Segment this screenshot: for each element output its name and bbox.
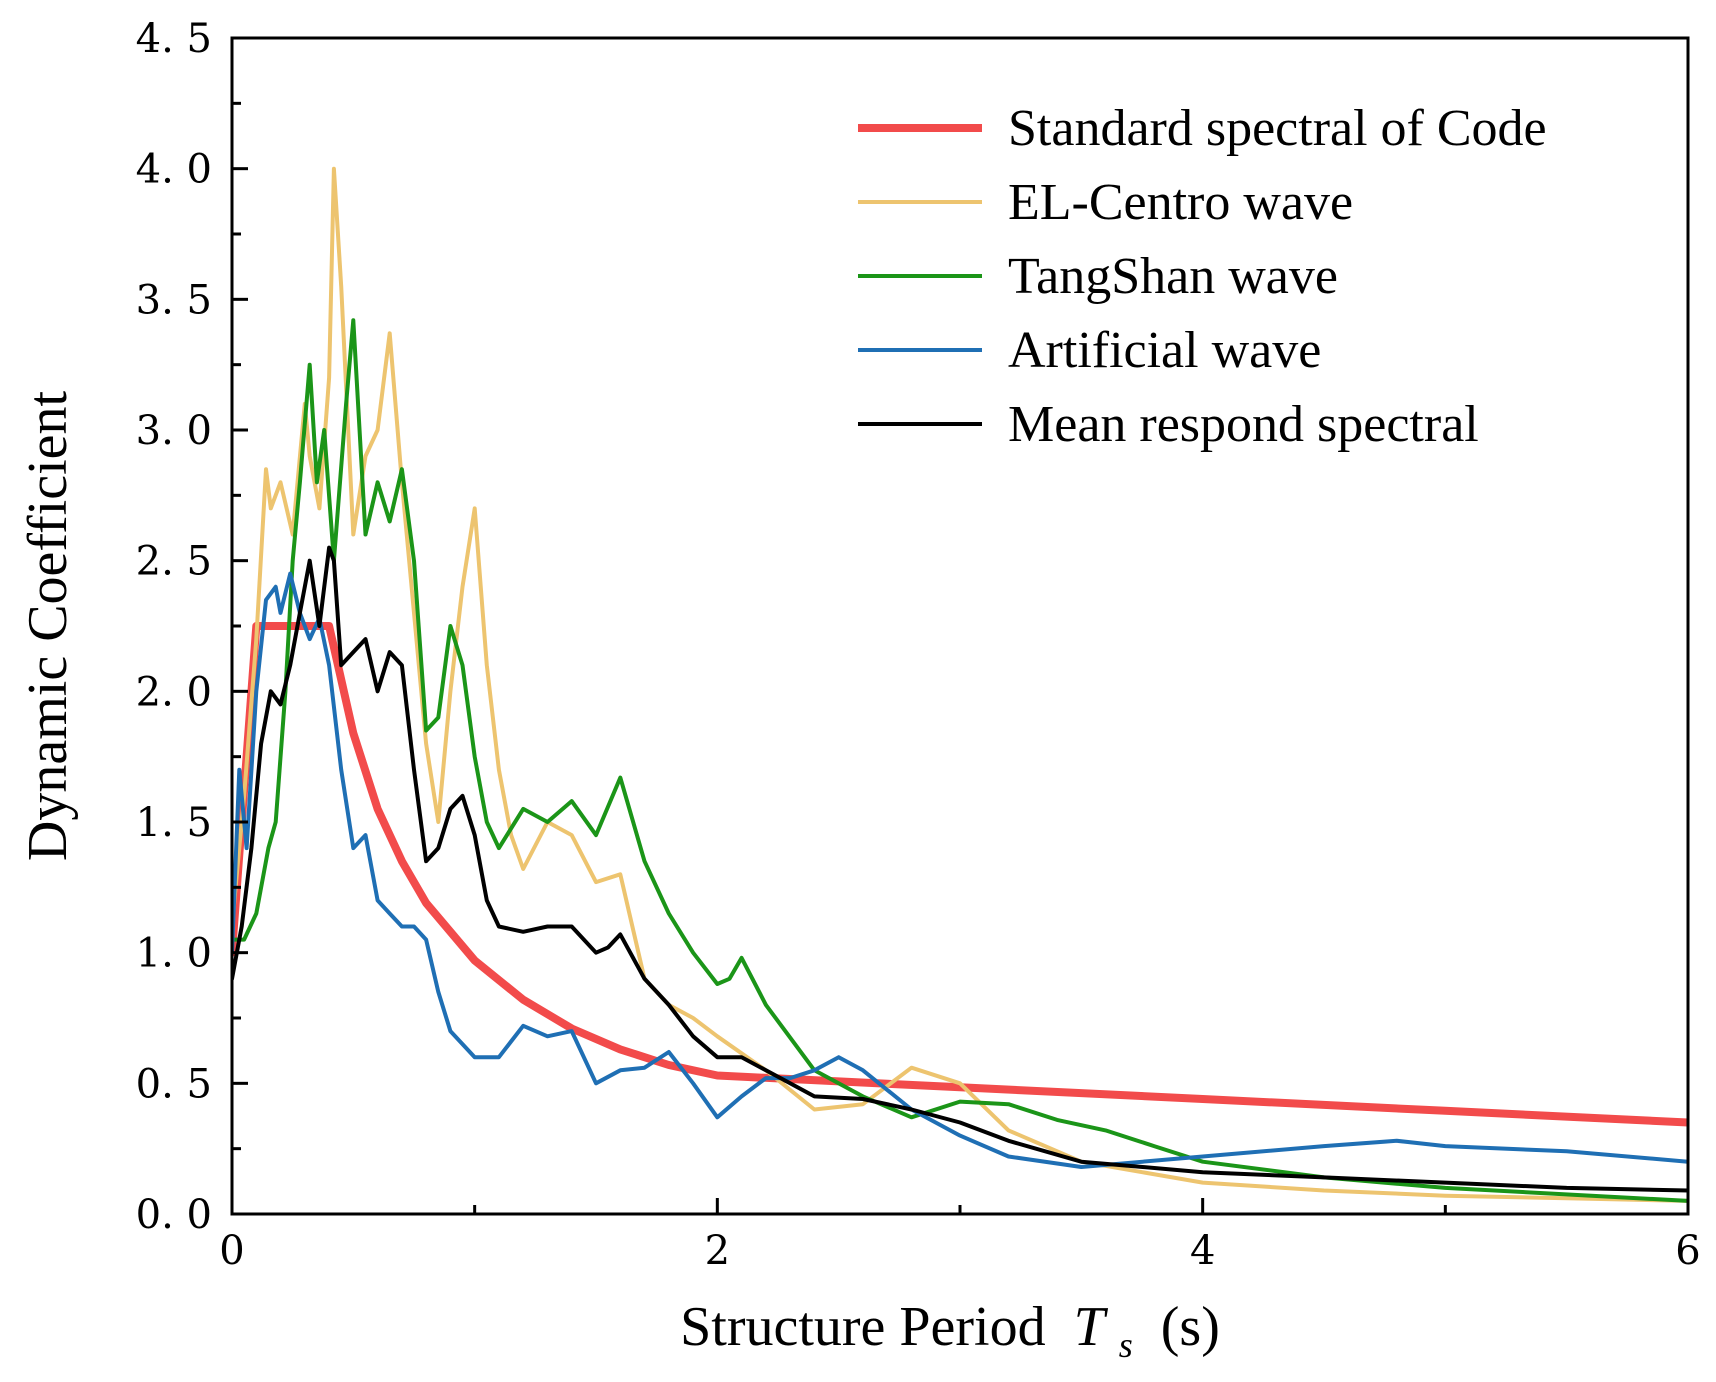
y-tick-label: 1. 5 — [136, 800, 212, 846]
y-tick-label: 4. 5 — [136, 16, 212, 62]
legend-label-0: Standard spectral of Code — [1008, 100, 1547, 157]
y-tick-label: 2. 5 — [136, 539, 212, 585]
series-layer — [232, 166, 1688, 1203]
x-axis-title-symbol: T — [1074, 1296, 1109, 1358]
y-tick-label: 0. 0 — [136, 1192, 212, 1238]
series-line-1 — [232, 166, 1688, 1203]
y-tick-label: 4. 0 — [136, 147, 212, 193]
y-tick-label: 0. 5 — [136, 1061, 212, 1107]
x-tick-label: 0 — [219, 1228, 244, 1274]
tick-labels-layer: 0 2 4 6 0. 0 0. 5 1. 0 1. 5 2. 0 2. 5 3. 0 3. 5 4. 0… — [136, 16, 1701, 1274]
x-tick-label: 4 — [1190, 1228, 1215, 1274]
x-axis-title-text: Structure Period — [680, 1296, 1045, 1358]
x-tick-label: 2 — [705, 1228, 730, 1274]
legend-label-4: Mean respond spectral — [1008, 396, 1479, 453]
series-line-2 — [232, 318, 1688, 1203]
x-axis-title-subscript: s — [1119, 1325, 1133, 1365]
y-tick-label: 2. 0 — [136, 669, 212, 715]
series-line-4 — [232, 545, 1688, 1193]
x-axis-title: Structure Period T s (s) — [680, 1296, 1220, 1370]
y-tick-label: 1. 0 — [136, 931, 212, 977]
legend-label-3: Artificial wave — [1008, 322, 1321, 379]
series-line-3 — [232, 571, 1688, 1169]
legend-label-2: TangShan wave — [1008, 248, 1338, 305]
legend: Standard spectral of Code EL-Centro wave T… — [858, 100, 1547, 453]
x-tick-label: 6 — [1675, 1228, 1700, 1274]
series-line-0 — [232, 622, 1688, 1127]
y-axis-title: Dynamic Coefficient — [17, 390, 79, 861]
y-tick-label: 3. 0 — [136, 408, 212, 454]
x-axis-title-unit: (s) — [1161, 1296, 1220, 1358]
legend-label-1: EL-Centro wave — [1008, 174, 1353, 231]
y-tick-label: 3. 5 — [136, 277, 212, 323]
ticks-layer — [230, 36, 1690, 1216]
